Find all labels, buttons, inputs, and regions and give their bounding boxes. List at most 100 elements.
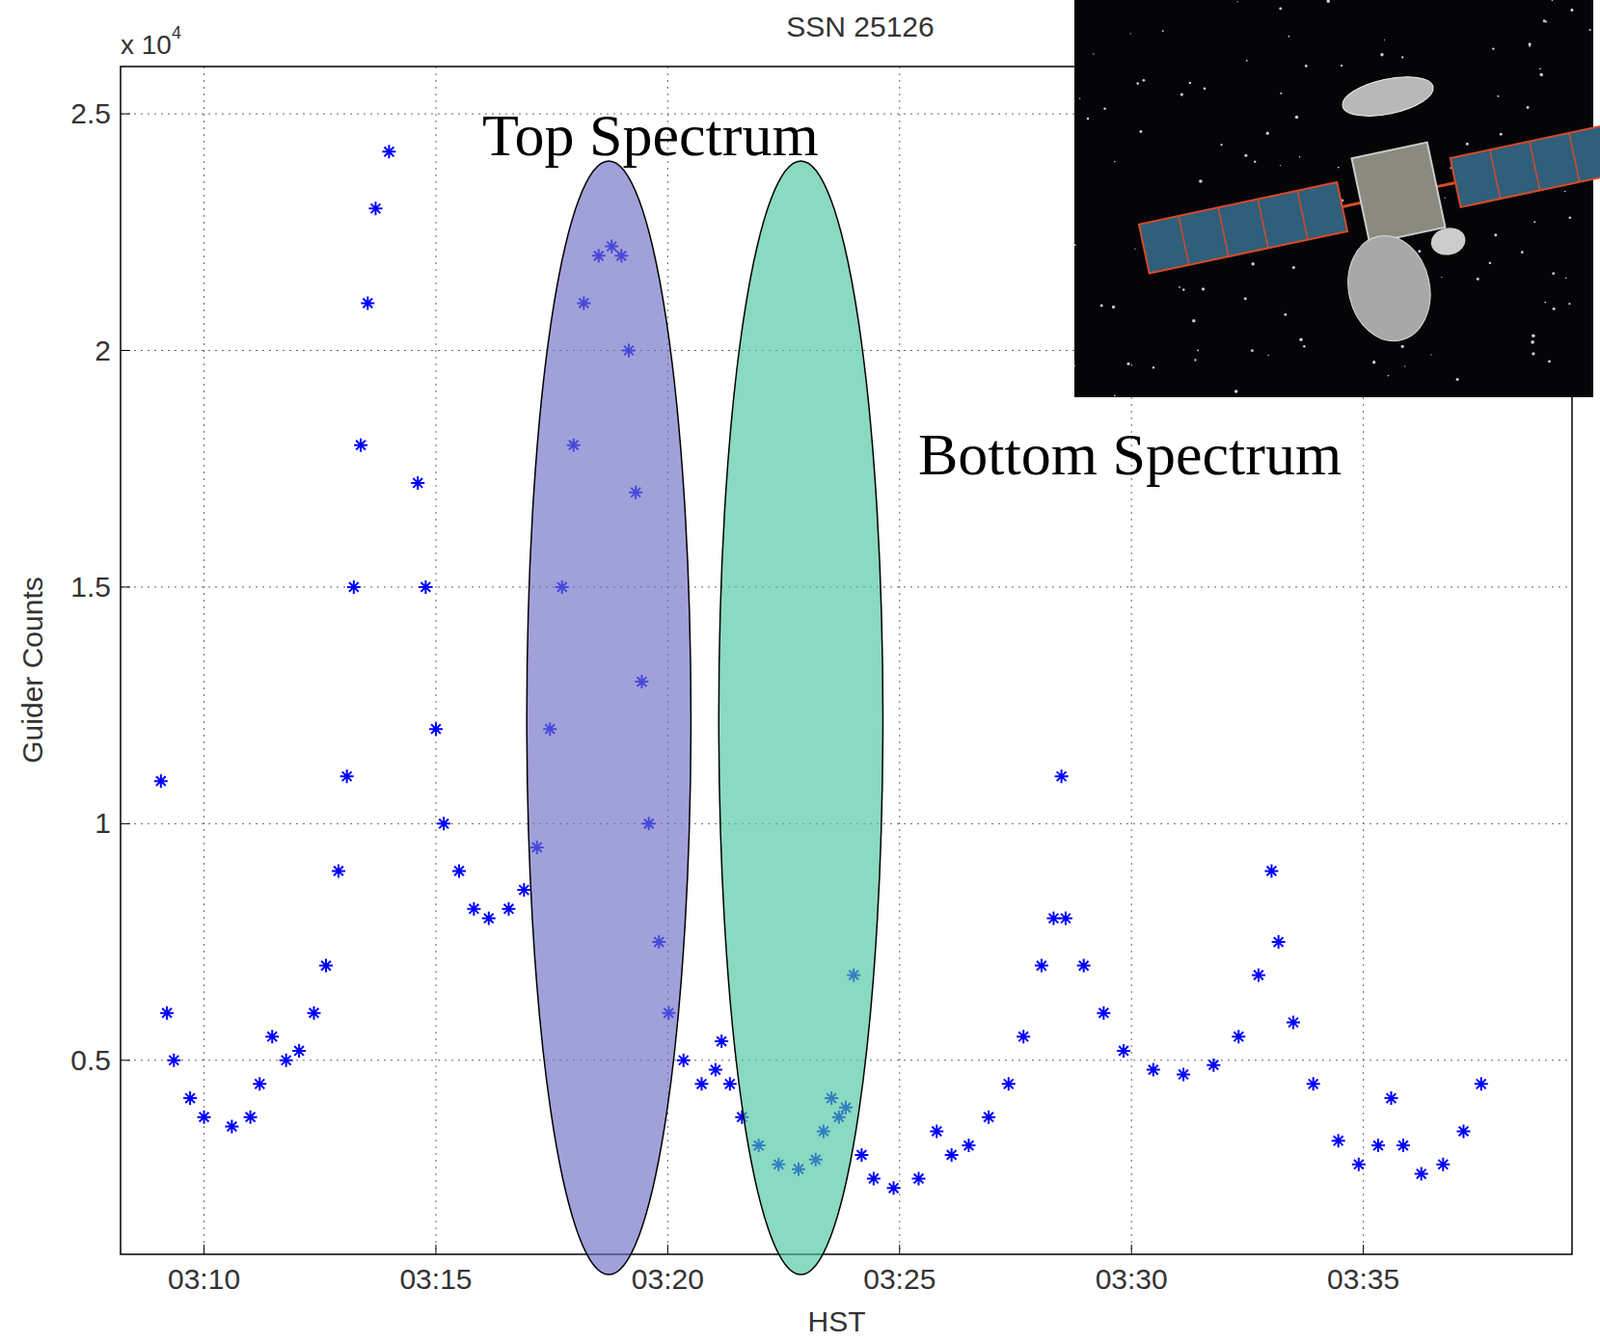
star — [1430, 353, 1432, 355]
data-point — [1058, 912, 1073, 926]
panel-arm — [1342, 202, 1362, 207]
star — [1086, 117, 1090, 121]
data-point — [482, 912, 496, 926]
data-point — [436, 816, 451, 831]
data-point — [981, 1111, 996, 1125]
data-point — [1474, 1077, 1489, 1091]
panel-line — [1218, 207, 1229, 257]
x-tick-label: 03:15 — [399, 1263, 472, 1296]
star — [1193, 358, 1196, 361]
panel-line — [1490, 149, 1501, 199]
star — [1539, 67, 1542, 70]
star — [1520, 250, 1524, 254]
panel-line — [1529, 141, 1541, 191]
star — [1103, 107, 1107, 110]
star — [1100, 304, 1104, 308]
star — [1528, 45, 1531, 48]
star — [1340, 64, 1343, 67]
star — [1565, 277, 1568, 280]
title: SSN 25126 — [786, 10, 934, 43]
star — [1533, 220, 1536, 223]
star — [1547, 360, 1551, 364]
star — [1113, 161, 1116, 163]
y-tick — [120, 1059, 131, 1061]
star — [1292, 266, 1296, 270]
star — [1380, 53, 1384, 56]
data-point — [154, 774, 168, 788]
star — [1387, 375, 1390, 378]
data-point — [410, 476, 425, 490]
star — [1493, 233, 1497, 237]
data-point — [1034, 959, 1049, 974]
star — [1130, 32, 1132, 34]
star — [1111, 305, 1115, 309]
data-point — [368, 201, 382, 216]
spectrum-region — [718, 161, 883, 1275]
y-tick — [120, 113, 131, 115]
data-point — [244, 1111, 258, 1125]
data-point — [466, 902, 481, 917]
star — [1162, 29, 1165, 32]
star — [1244, 297, 1248, 300]
x-tick-label: 03:20 — [631, 1263, 705, 1296]
star — [1295, 115, 1299, 119]
star — [1244, 154, 1248, 158]
data-point — [1414, 1167, 1429, 1182]
y-tick-label: 1.5 — [70, 570, 111, 603]
data-point — [1371, 1138, 1385, 1153]
star — [1138, 130, 1142, 134]
y-axis-title: Guider Counts — [16, 576, 49, 763]
star — [1266, 132, 1270, 136]
annotation-label: Top Spectrum — [482, 102, 819, 168]
star — [1152, 366, 1155, 369]
x-axis-title: HST — [808, 1305, 867, 1338]
star — [1304, 64, 1308, 68]
star — [1279, 92, 1282, 95]
data-point — [1206, 1058, 1221, 1073]
data-point — [360, 296, 375, 310]
y-tick-label: 1 — [94, 807, 111, 840]
panel-line — [1569, 133, 1580, 183]
star — [1544, 301, 1546, 304]
data-point — [340, 769, 354, 784]
star — [1134, 248, 1136, 250]
data-point — [265, 1030, 279, 1044]
data-point — [1077, 959, 1091, 974]
star — [1113, 395, 1116, 398]
y-tick — [120, 350, 131, 352]
star — [1234, 389, 1239, 394]
data-point — [1264, 864, 1278, 878]
star — [1253, 160, 1256, 163]
y-scale-base: x 10 — [120, 29, 172, 60]
x-tick — [434, 1245, 436, 1255]
star — [1543, 19, 1546, 23]
data-point — [1251, 968, 1266, 982]
x-tick — [667, 1245, 669, 1255]
x-tick-label: 03:35 — [1327, 1263, 1400, 1296]
star — [1526, 106, 1530, 109]
data-point — [224, 1119, 239, 1134]
star — [1126, 362, 1130, 366]
data-point — [854, 1148, 868, 1163]
annotation-label: Bottom Spectrum — [918, 421, 1342, 488]
star — [1131, 364, 1134, 367]
star — [1250, 349, 1254, 353]
y-scale-exponent: 4 — [171, 23, 182, 43]
star — [1302, 345, 1306, 349]
data-point — [1331, 1134, 1346, 1148]
star — [1189, 81, 1193, 85]
data-point — [197, 1111, 212, 1125]
data-point — [252, 1077, 267, 1091]
star — [1278, 6, 1282, 10]
star — [1564, 190, 1567, 193]
data-point — [1396, 1138, 1411, 1153]
data-point — [331, 864, 346, 878]
data-point — [714, 1034, 729, 1049]
panel-line — [1257, 198, 1269, 248]
antenna-dish — [1428, 224, 1468, 259]
star — [1404, 365, 1406, 367]
star — [1476, 277, 1480, 281]
data-point — [912, 1171, 926, 1186]
x-tick-label: 03:10 — [167, 1263, 241, 1296]
data-point — [347, 580, 361, 595]
